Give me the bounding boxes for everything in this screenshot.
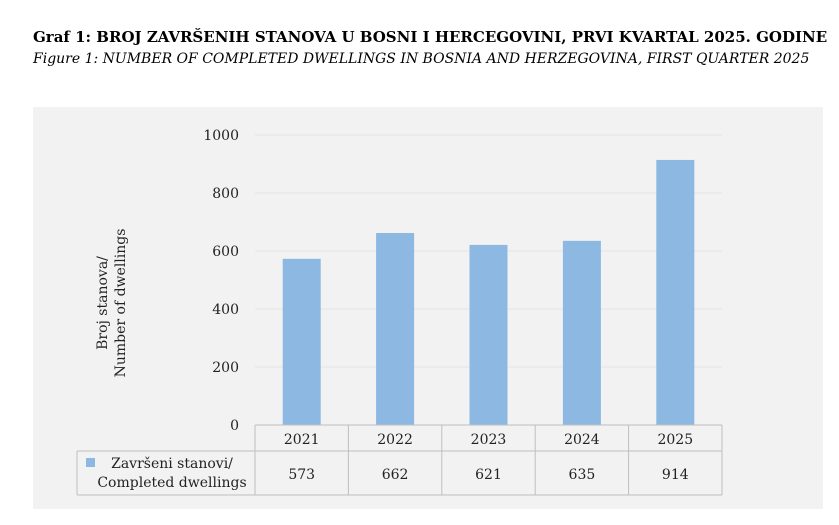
legend-label-line1: Završeni stanovi/ xyxy=(111,455,233,472)
data-label: 914 xyxy=(662,467,689,483)
chart-title: Graf 1: BROJ ZAVRŠENIH STANOVA U BOSNI I… xyxy=(33,28,828,46)
y-tick-label: 800 xyxy=(212,186,239,202)
bar-2021 xyxy=(282,258,321,425)
legend-label-line2: Completed dwellings xyxy=(97,475,246,491)
y-tick-label: 1000 xyxy=(203,128,239,144)
x-tick-label: 2023 xyxy=(471,432,507,448)
x-tick-label: 2024 xyxy=(564,432,600,448)
bar-2022 xyxy=(376,233,415,425)
x-tick-label: 2022 xyxy=(377,432,413,448)
x-tick-label: 2025 xyxy=(657,432,693,448)
data-label: 621 xyxy=(475,467,502,483)
data-label: 662 xyxy=(382,467,409,483)
data-label: 635 xyxy=(569,467,596,483)
y-axis-label-line2: Number of dwellings xyxy=(113,229,129,378)
bar-2023 xyxy=(469,244,508,425)
bar-2025 xyxy=(656,159,695,425)
data-label: 573 xyxy=(288,467,315,483)
y-tick-label: 0 xyxy=(230,418,239,434)
y-tick-label: 600 xyxy=(212,244,239,260)
x-tick-label: 2021 xyxy=(284,432,320,448)
y-tick-label: 400 xyxy=(212,302,239,318)
y-tick-label: 200 xyxy=(212,360,239,376)
bar-2024 xyxy=(562,240,601,425)
chart-subtitle: Figure 1: NUMBER OF COMPLETED DWELLINGS … xyxy=(33,51,810,67)
y-axis-label-line1: Broj stanova/ xyxy=(95,256,111,350)
legend-swatch xyxy=(86,458,95,467)
